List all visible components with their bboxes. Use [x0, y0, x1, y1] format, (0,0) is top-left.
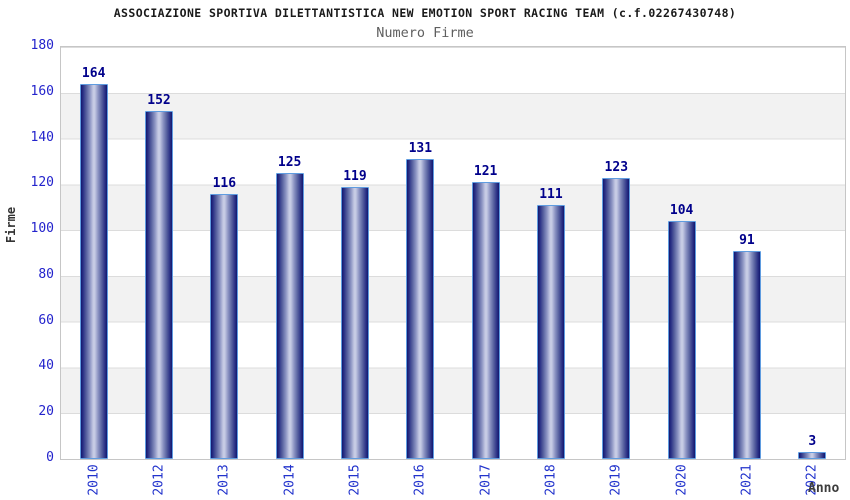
- y-tick-label: 40: [38, 358, 54, 374]
- x-tick-label: 2021: [739, 464, 755, 496]
- bar-value-label: 131: [408, 141, 433, 157]
- bar-value-label: 125: [277, 154, 302, 170]
- bar[interactable]: [79, 83, 108, 459]
- bar-value-label: 3: [808, 434, 817, 450]
- plot-area: 164 152 116 125 119 131 121 111 123 104 91 3: [60, 46, 846, 460]
- y-axis: 180 160 140 120 100 80 60 40 20 0: [0, 0, 54, 500]
- x-tick: 2021: [714, 460, 779, 500]
- x-tick-label: 2014: [282, 464, 298, 496]
- x-tick: 2017: [453, 460, 518, 500]
- bar-column: 121: [453, 47, 518, 459]
- y-tick-label: 160: [30, 83, 54, 99]
- bar-column: 131: [388, 47, 453, 459]
- x-tick: 2018: [518, 460, 583, 500]
- x-axis: 2010 2012 2013 2014 2015 2016 2017 2018 2019 2020…: [61, 460, 845, 500]
- bar-column: 111: [518, 47, 583, 459]
- bar[interactable]: [144, 111, 173, 459]
- bar-value-label: 116: [212, 175, 237, 191]
- x-tick: 2015: [322, 460, 387, 500]
- y-tick-label: 180: [30, 38, 54, 53]
- bar-column: 152: [126, 47, 191, 459]
- bar-column: 116: [192, 47, 257, 459]
- x-tick: 2020: [649, 460, 714, 500]
- x-tick: 2016: [388, 460, 453, 500]
- x-tick-label: 2016: [412, 464, 428, 496]
- bar[interactable]: [798, 452, 827, 459]
- bar-column: 3: [780, 47, 845, 459]
- bar-value-label: 152: [147, 93, 171, 109]
- bar-column: 104: [649, 47, 714, 459]
- x-tick-label: 2015: [347, 464, 363, 496]
- x-tick-label: 2019: [608, 464, 624, 496]
- y-tick-label: 60: [38, 312, 54, 328]
- x-tick: 2012: [126, 460, 191, 500]
- x-tick-label: 2018: [543, 464, 559, 496]
- y-tick-label: 140: [30, 129, 54, 145]
- bar-column: 164: [61, 47, 126, 459]
- bar-value-label: 119: [343, 168, 367, 184]
- bar-value-label: 121: [473, 164, 498, 179]
- bar[interactable]: [210, 193, 239, 459]
- y-tick-label: 80: [38, 266, 54, 282]
- x-tick-label: 2020: [674, 464, 690, 496]
- bar[interactable]: [732, 250, 761, 459]
- bar[interactable]: [602, 177, 631, 459]
- bar[interactable]: [536, 204, 565, 459]
- chart-title: ASSOCIAZIONE SPORTIVA DILETTANTISTICA NE…: [113, 6, 737, 20]
- bar[interactable]: [471, 182, 500, 459]
- x-tick: 2019: [584, 460, 649, 500]
- bar[interactable]: [667, 221, 696, 459]
- bar-column: 125: [257, 47, 322, 459]
- bar[interactable]: [340, 186, 369, 459]
- y-tick-label: 0: [46, 450, 54, 465]
- bar-value-label: 111: [539, 186, 563, 202]
- bar[interactable]: [406, 159, 435, 459]
- y-tick-label: 20: [38, 404, 54, 420]
- x-tick: 2013: [192, 460, 257, 500]
- x-tick-label: 2010: [86, 464, 102, 496]
- bar-value-label: 164: [81, 65, 106, 81]
- x-tick-label: 2017: [478, 464, 494, 496]
- bar[interactable]: [275, 172, 304, 459]
- x-tick-label: 2012: [151, 464, 167, 496]
- y-tick-label: 120: [30, 175, 54, 191]
- bar-value-label: 104: [669, 203, 694, 218]
- x-tick: 2010: [61, 460, 126, 500]
- x-tick-label: 2013: [216, 464, 232, 496]
- bar-column: 119: [322, 47, 387, 459]
- bar-value-label: 91: [739, 232, 755, 248]
- x-axis-title: Anno: [808, 481, 840, 496]
- x-tick: 2014: [257, 460, 322, 500]
- bar-column: 123: [584, 47, 649, 459]
- y-tick-label: 100: [30, 221, 54, 237]
- bar-value-label: 123: [604, 159, 629, 175]
- chart-subtitle: Numero Firme: [376, 25, 474, 41]
- bar-column: 91: [714, 47, 779, 459]
